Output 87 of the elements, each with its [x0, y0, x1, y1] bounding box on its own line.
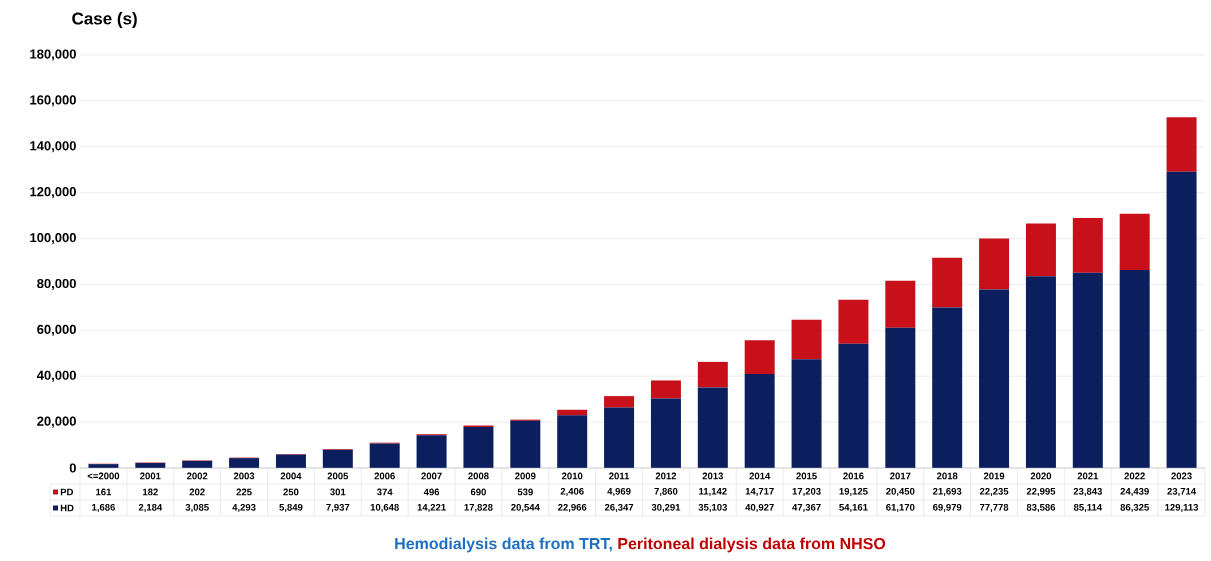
y-tick-label: 140,000	[30, 141, 76, 153]
data-label: 3,085	[185, 503, 209, 513]
data-label: 23,843	[1073, 487, 1102, 497]
x-tick-label: 2007	[421, 472, 442, 480]
x-tick-label: 2008	[468, 472, 489, 480]
y-tick-label: 40,000	[36, 370, 76, 382]
data-label: 47,367	[792, 503, 821, 513]
data-label: 22,235	[979, 487, 1009, 497]
x-tick-label: 2013	[702, 472, 724, 480]
x-tick-label: 2006	[374, 472, 395, 480]
x-tick-label: 2009	[515, 472, 536, 480]
data-label: 85,114	[1073, 503, 1103, 513]
x-tick-label: 2019	[983, 472, 1005, 480]
x-tick-label: <=2000	[87, 472, 120, 480]
data-label: 14,717	[745, 487, 774, 496]
data-label: 14,221	[417, 503, 446, 513]
data-label: 10,648	[370, 503, 399, 513]
data-label: 20,544	[511, 503, 540, 513]
x-tick-label: 2001	[140, 472, 161, 480]
data-label: 539	[517, 488, 533, 496]
data-label: 61,170	[886, 503, 915, 513]
data-label: 202	[189, 488, 205, 496]
legend-label: HD	[60, 504, 74, 512]
y-axis-title: Case (s)	[72, 12, 137, 28]
x-tick-label: 2020	[1030, 472, 1052, 480]
data-label: 4,969	[607, 487, 631, 497]
x-tick-label: 2011	[609, 472, 630, 480]
data-label: 22,966	[557, 503, 587, 513]
x-tick-label: 2014	[749, 472, 771, 480]
data-label: 23,714	[1167, 487, 1197, 497]
x-tick-label: 2021	[1077, 472, 1099, 480]
data-label: 182	[142, 488, 158, 496]
x-tick-label: 2017	[890, 472, 911, 480]
legend-label: PD	[60, 488, 74, 496]
data-label: 374	[376, 488, 393, 496]
x-tick-label: 2015	[796, 472, 817, 480]
data-label: 21,693	[932, 487, 962, 497]
text: Hemodialysis data from TRT,	[395, 537, 612, 553]
x-tick-label: 2010	[561, 472, 583, 480]
data-label: 17,203	[792, 487, 821, 497]
data-label: 161	[96, 488, 112, 496]
y-tick-label: 80,000	[37, 278, 76, 290]
data-label: 20,450	[886, 487, 915, 497]
data-label: 30,291	[651, 503, 681, 513]
x-tick-label: 2004	[280, 472, 302, 480]
data-label: 301	[330, 488, 346, 496]
data-label: 22,995	[1026, 487, 1056, 497]
data-label: 1,686	[92, 503, 115, 513]
data-label: 77,778	[979, 503, 1009, 513]
data-label: 17,828	[464, 503, 493, 513]
y-tick-label: 60,000	[37, 324, 76, 336]
data-label: 129,113	[1165, 503, 1199, 513]
x-tick-label: 2002	[186, 472, 208, 480]
y-tick-label: 160,000	[30, 95, 76, 107]
data-label: 26,347	[604, 503, 634, 513]
data-label: 7,937	[326, 503, 350, 513]
y-tick-label: 100,000	[30, 233, 76, 245]
x-tick-label: 2023	[1171, 472, 1192, 480]
x-tick-label: 2016	[843, 472, 864, 480]
x-tick-label: 2018	[936, 472, 958, 480]
x-tick-label: 2012	[655, 472, 677, 480]
x-tick-label: 2005	[327, 472, 349, 480]
data-label: 83,586	[1026, 503, 1056, 513]
data-label: 35,103	[698, 503, 727, 513]
data-label: 2,406	[560, 487, 584, 497]
data-label: 7,860	[654, 487, 678, 497]
data-label: 40,927	[745, 503, 774, 513]
data-label: 69,979	[933, 503, 962, 513]
data-label: 225	[236, 488, 252, 496]
y-tick-label: 120,000	[30, 187, 76, 199]
data-label: 5,849	[279, 503, 303, 513]
data-label: 4,293	[232, 503, 256, 513]
text: Peritoneal dialysis data from NHSO	[618, 537, 886, 553]
data-label: 690	[470, 488, 486, 496]
x-tick-label: 2022	[1124, 472, 1145, 480]
data-label: 19,125	[839, 487, 868, 497]
x-tick-label: 2003	[233, 472, 255, 480]
data-label: 24,439	[1120, 487, 1149, 497]
y-tick-label: 0	[69, 463, 76, 473]
y-tick-label: 20,000	[37, 416, 76, 428]
data-label: 250	[283, 488, 299, 496]
data-label: 2,184	[138, 503, 163, 513]
data-label: 86,325	[1120, 503, 1149, 513]
y-tick-label: 180,000	[30, 49, 76, 61]
data-label: 54,161	[839, 503, 868, 513]
data-label: 11,142	[699, 487, 727, 497]
data-label: 496	[423, 488, 440, 496]
